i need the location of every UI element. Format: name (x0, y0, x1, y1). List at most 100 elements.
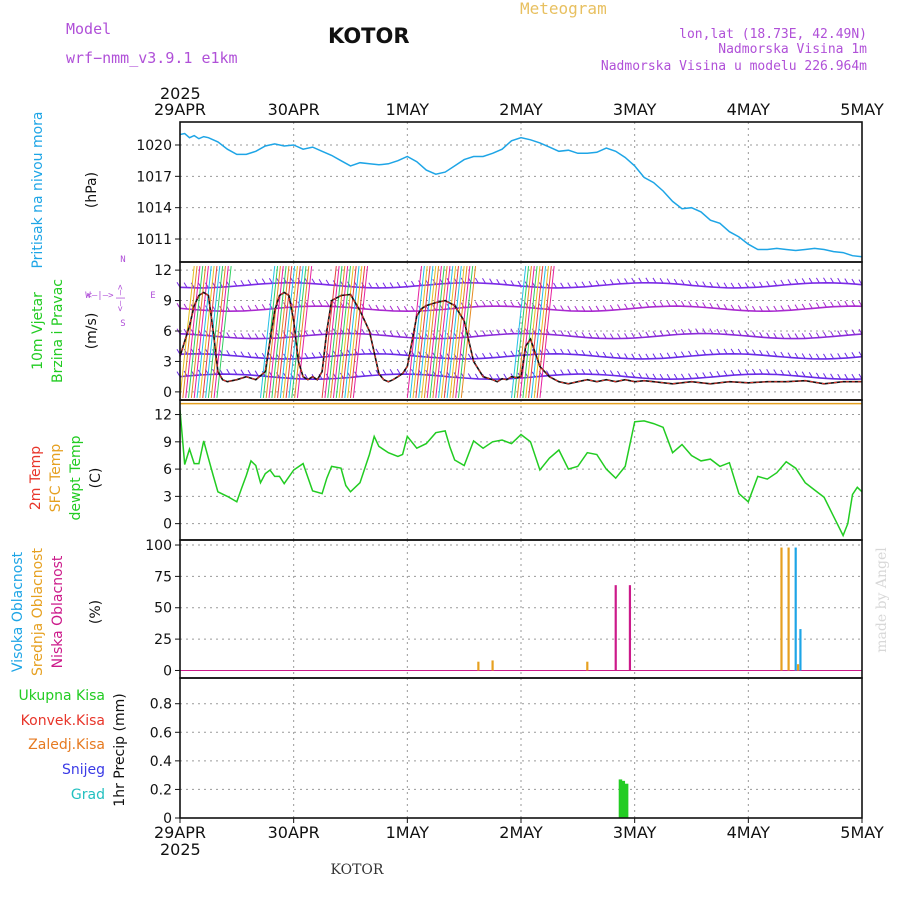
wind-barb (787, 333, 792, 339)
wind-hatch (274, 266, 290, 399)
wind-barb (318, 329, 323, 335)
wind-barb (261, 304, 266, 310)
elevation-label: Nadmorska Visina 1m (718, 42, 867, 57)
bar-0 (799, 629, 802, 671)
wind-barb (588, 332, 593, 339)
wind-barb (801, 371, 806, 377)
wind-barb (844, 352, 849, 359)
lonlat-label: lon,lat (18.73E, 42.49N) (679, 27, 867, 42)
wind-hatch (426, 266, 442, 399)
wind-barb (645, 331, 650, 338)
wind-barb (780, 279, 785, 286)
wind-hatch (338, 266, 354, 399)
y-tick-label: 3 (163, 489, 172, 505)
wind-barb (617, 304, 621, 310)
wind-hatch (449, 266, 465, 399)
time-tick-label-bottom: 30APR (268, 823, 320, 842)
wind-barb (389, 282, 394, 288)
wind-hatch (268, 266, 284, 399)
wind-barb (311, 300, 316, 307)
wind-barb (723, 348, 728, 355)
wind-barb (510, 328, 515, 334)
wind-barb (368, 282, 373, 289)
model-name: wrf−nmm_v3.9.1 e1km (66, 49, 238, 67)
wind-barb (659, 373, 664, 380)
bar-2 (628, 585, 632, 671)
wind-barb (595, 351, 600, 357)
wind-barb (418, 351, 422, 357)
y-tick-label: 6 (163, 324, 172, 340)
y-tick-label: 1014 (136, 201, 172, 217)
wind-barb (510, 301, 515, 307)
wind-barb (695, 372, 700, 379)
wind-barb (830, 331, 835, 337)
wind-barb (752, 305, 756, 312)
wind-barb (837, 330, 842, 337)
wind-barb (276, 332, 280, 339)
wind-barb (595, 305, 600, 312)
watermark: made by Angel (874, 547, 890, 653)
wind-barb (403, 281, 408, 287)
data-layer (176, 132, 863, 819)
wind-hatch (294, 266, 310, 399)
wind-barb (474, 373, 479, 380)
temp-label-sfc: SFC Temp (48, 444, 64, 513)
wind-barb (489, 352, 494, 358)
wind-barb (567, 369, 572, 375)
wind-barb (744, 369, 749, 375)
wind-barb (702, 349, 707, 356)
wind-barb (737, 330, 742, 336)
wind-barb (233, 332, 238, 339)
wind-barb (588, 305, 593, 312)
wind-barb (474, 330, 479, 337)
wind-hatch (260, 266, 276, 399)
wind-barb (752, 282, 756, 288)
y-tick-label: 1017 (136, 169, 172, 185)
wind-hatch (409, 266, 425, 399)
wind-barb (283, 277, 287, 284)
y-tick-label: 50 (154, 601, 172, 617)
wind-barb (673, 351, 678, 358)
wind-barb (489, 373, 494, 380)
wind-barb (808, 353, 813, 360)
wind-hatch (435, 266, 451, 399)
compass-s: S (120, 319, 125, 329)
wind-barb (617, 352, 621, 359)
wind-barb (837, 353, 842, 359)
year-label-bottom: 2025 (160, 840, 201, 859)
wind-barb (368, 370, 373, 376)
wind-barb-band (179, 281, 863, 289)
wind-barb (794, 304, 799, 310)
wind-barb (503, 301, 508, 307)
wind-barb (261, 333, 266, 339)
wind-barb (247, 352, 252, 358)
wind-barb (695, 301, 700, 308)
wind-barb (652, 331, 657, 337)
wind-barb (318, 279, 323, 285)
wind-barb (233, 369, 238, 375)
wind-barb (389, 369, 394, 375)
wind-barb (737, 282, 742, 289)
wind-barb (773, 305, 778, 312)
wind-barb (673, 373, 678, 380)
wind-hatch (324, 266, 340, 399)
wind-barb (411, 280, 415, 287)
wind-hatch (429, 266, 445, 399)
precip-label-conv: Konvek.Kisa (21, 713, 105, 729)
time-tick-label-top: 3MAY (613, 100, 657, 119)
wind-barb (666, 329, 671, 336)
wind-barb (538, 328, 543, 335)
wind-hatch (347, 266, 363, 399)
time-tick-label-top: 2MAY (499, 100, 543, 119)
model-elevation-label: Nadmorska Visina u modelu 226.964m (601, 59, 867, 74)
wind-barb (702, 302, 707, 308)
wind-hatch (185, 266, 201, 399)
wind-barb (815, 277, 820, 284)
wind-barb (609, 333, 614, 339)
model-label: Model (66, 20, 111, 38)
wind-hatch (438, 266, 454, 399)
wind-barb (737, 369, 742, 375)
chart-title: Meteogram (520, 0, 607, 18)
wind-barb (695, 280, 700, 287)
wind-hatch (193, 266, 209, 399)
